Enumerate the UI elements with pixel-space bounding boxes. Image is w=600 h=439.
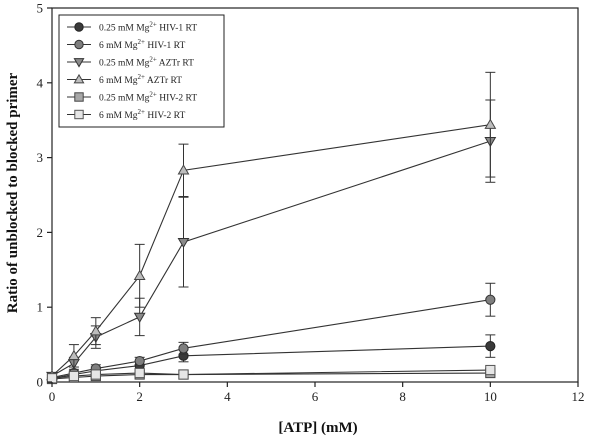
legend-item: 0.25 mM Mg2+ HIV-1 RT [67, 21, 197, 34]
data-point [177, 164, 190, 175]
legend-item: 6 mM Mg2+ HIV-2 RT [67, 108, 185, 121]
legend-label: 6 mM Mg2+ HIV-2 RT [99, 108, 185, 121]
x-tick-label: 8 [399, 389, 406, 404]
legend-item: 0.25 mM Mg2+ AZTr RT [67, 56, 194, 69]
legend-label: 0.25 mM Mg2+ HIV-1 RT [99, 21, 197, 34]
legend-marker [74, 109, 84, 120]
x-axis-label: [ATP] (mM) [278, 420, 357, 436]
legend-item: 6 mM Mg2+ AZTr RT [67, 73, 182, 86]
data-point [484, 118, 497, 129]
y-tick-label: 3 [37, 150, 44, 165]
legend-marker [74, 22, 84, 32]
data-point [133, 312, 146, 323]
data-point [134, 355, 145, 367]
y-tick-label: 0 [37, 375, 44, 390]
legend-label: 6 mM Mg2+ HIV-1 RT [99, 38, 185, 51]
data-point [67, 349, 80, 360]
legend-label: 0.25 mM Mg2+ HIV-2 RT [99, 91, 197, 104]
data-point [133, 269, 146, 280]
legend-marker [73, 73, 85, 84]
data-point [178, 343, 189, 354]
series-2 [46, 282, 496, 383]
series-6 [46, 364, 496, 384]
legend-marker [74, 39, 84, 50]
series-4 [46, 71, 497, 381]
series-line [51, 299, 491, 379]
legend-marker [74, 92, 84, 102]
data-point [89, 325, 102, 336]
y-tick-label: 4 [37, 75, 44, 90]
x-tick-label: 4 [224, 389, 231, 404]
x-tick-label: 10 [484, 389, 497, 404]
x-tick-label: 0 [49, 389, 56, 404]
series-line [51, 140, 491, 377]
data-point [485, 364, 496, 376]
data-point [485, 340, 496, 352]
data-point [90, 369, 101, 380]
y-tick-label: 2 [37, 225, 44, 240]
legend-item: 0.25 mM Mg2+ HIV-2 RT [67, 91, 197, 104]
data-point [134, 367, 145, 379]
data-point [485, 294, 496, 305]
x-tick-label: 2 [136, 389, 143, 404]
data-point [178, 369, 189, 380]
series-layer [46, 71, 497, 385]
legend-label: 0.25 mM Mg2+ AZTr RT [99, 56, 194, 69]
data-point [177, 237, 190, 249]
legend-marker [73, 58, 85, 68]
x-tick-label: 6 [312, 389, 319, 404]
y-tick-label: 5 [37, 1, 44, 16]
x-tick-label: 12 [572, 389, 585, 404]
legend-item: 6 mM Mg2+ HIV-1 RT [67, 38, 185, 51]
series-3 [46, 99, 497, 383]
legend: 0.25 mM Mg2+ HIV-1 RT 6 mM Mg2+ HIV-1 RT 0… [58, 14, 225, 128]
y-axis-label: Ratio of unblocked to blocked primer [5, 72, 21, 313]
data-point [68, 370, 80, 382]
legend-box [58, 14, 225, 128]
y-tick-label: 1 [37, 300, 44, 315]
legend-label: 6 mM Mg2+ AZTr RT [99, 73, 182, 86]
